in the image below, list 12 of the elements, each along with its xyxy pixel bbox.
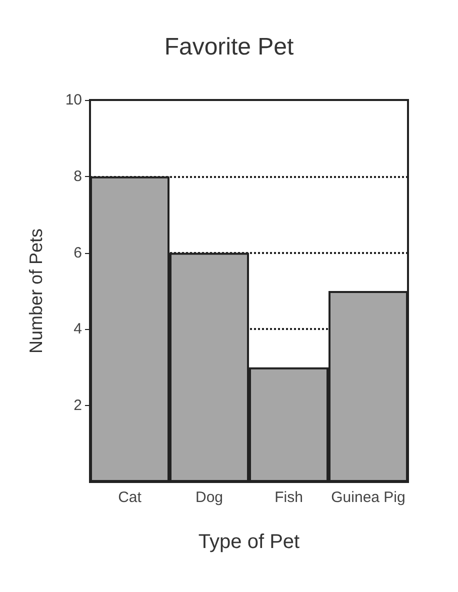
- x-tick-label: Fish: [274, 489, 303, 506]
- y-axis-title: Number of Pets: [26, 228, 46, 354]
- x-tick-label: Dog: [195, 489, 224, 506]
- y-tick-label: 6: [74, 244, 82, 262]
- x-axis-title: Type of Pet: [198, 531, 300, 553]
- y-tick-label: 8: [74, 168, 82, 185]
- chart-title: Favorite Pet: [164, 34, 294, 60]
- x-tick-label: Guinea Pig: [331, 489, 406, 506]
- y-tick-label: 10: [65, 92, 82, 108]
- y-tick-label: 4: [74, 320, 82, 338]
- x-tick-label: Cat: [118, 489, 142, 506]
- y-tick-label: 2: [74, 397, 82, 414]
